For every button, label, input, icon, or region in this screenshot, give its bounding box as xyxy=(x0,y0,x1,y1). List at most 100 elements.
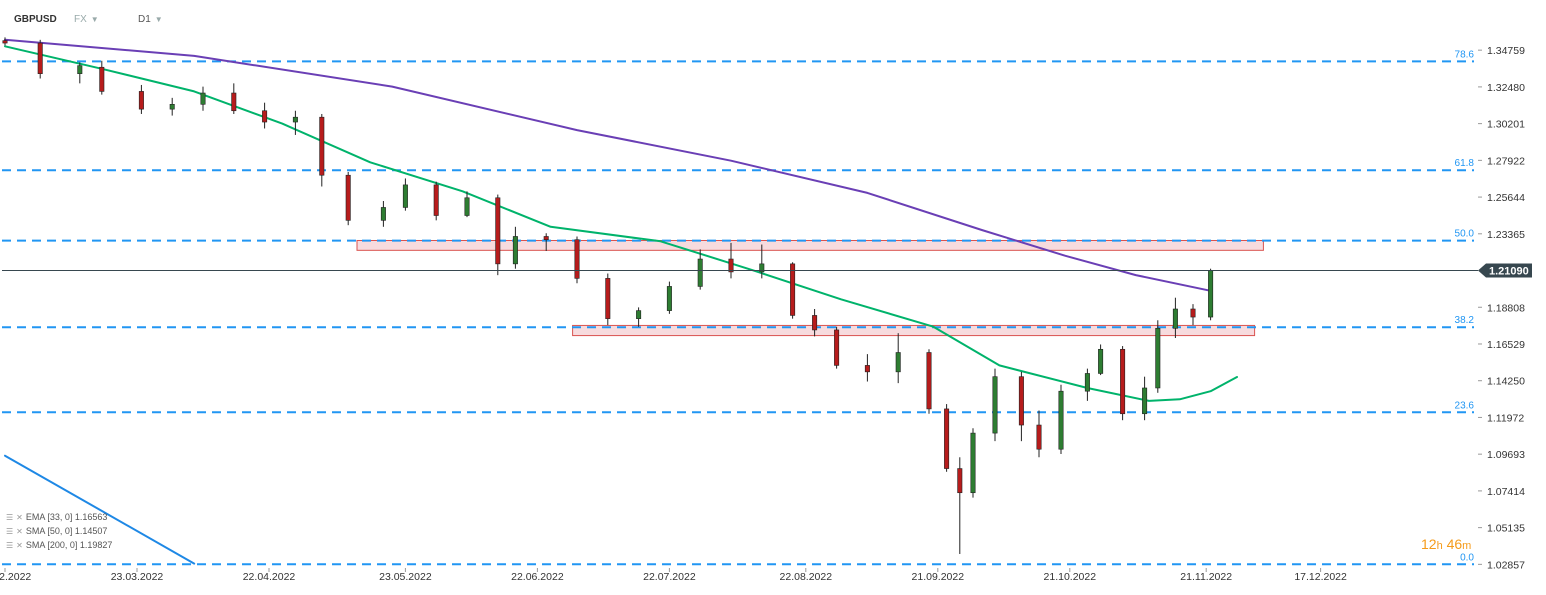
candle-body xyxy=(138,91,144,110)
candle[interactable] xyxy=(605,273,611,326)
resistance-zone[interactable] xyxy=(572,324,1256,337)
candle[interactable] xyxy=(697,249,703,290)
fib-level-label: 23.6 xyxy=(1455,400,1475,411)
candle[interactable] xyxy=(944,404,950,472)
candle[interactable] xyxy=(495,194,501,276)
y-tick-label: 1.18808 xyxy=(1487,302,1525,314)
candle[interactable] xyxy=(759,244,765,279)
ema-line xyxy=(4,45,1238,402)
candle-body xyxy=(1098,348,1104,374)
candle[interactable] xyxy=(169,97,175,116)
candle[interactable] xyxy=(1084,368,1090,401)
y-tick-label: 1.30201 xyxy=(1487,119,1525,131)
candle[interactable] xyxy=(464,191,470,218)
candle[interactable] xyxy=(1142,376,1148,421)
candle[interactable] xyxy=(345,171,351,226)
candle[interactable] xyxy=(666,281,672,314)
candle-body xyxy=(231,92,237,112)
candle-body xyxy=(433,184,439,216)
candle[interactable] xyxy=(895,333,901,384)
candle[interactable] xyxy=(433,181,439,221)
candle-body xyxy=(1155,328,1161,389)
candle[interactable] xyxy=(1036,410,1042,458)
candle-body xyxy=(957,468,963,494)
x-tick-label: 23.05.2022 xyxy=(379,571,432,583)
candle-body xyxy=(728,258,734,273)
candle[interactable] xyxy=(262,102,268,129)
symbol-label[interactable]: GBPUSD xyxy=(14,14,57,25)
candle[interactable] xyxy=(292,110,298,135)
candle[interactable] xyxy=(1058,384,1064,455)
candle[interactable] xyxy=(728,242,734,279)
x-tick-label: 22.07.2022 xyxy=(643,571,696,583)
candle[interactable] xyxy=(200,86,206,111)
candle[interactable] xyxy=(231,83,237,114)
candle-body xyxy=(1084,373,1090,392)
candle[interactable] xyxy=(970,428,976,498)
candle[interactable] xyxy=(2,37,8,46)
candle[interactable] xyxy=(790,262,796,319)
legend-label: SMA [50, 0] 1.14507 xyxy=(25,526,108,536)
legend-item-ema[interactable]: ☰ ✕ EMA [33, 0] 1.16563 xyxy=(6,512,107,522)
candle[interactable] xyxy=(636,307,642,327)
menu-icon[interactable]: ☰ xyxy=(6,513,14,522)
candle[interactable] xyxy=(512,226,518,269)
candle-body xyxy=(790,263,796,316)
close-icon[interactable]: ✕ xyxy=(16,513,23,522)
interval-selector[interactable]: D1 ▼ xyxy=(138,14,163,25)
candle[interactable] xyxy=(402,178,408,211)
candle-body xyxy=(636,310,642,319)
resistance-zone[interactable] xyxy=(356,239,1264,251)
candle[interactable] xyxy=(864,354,870,382)
timer-hours: 12 xyxy=(1421,536,1437,552)
candle[interactable] xyxy=(37,39,43,79)
candle[interactable] xyxy=(992,368,998,442)
candle[interactable] xyxy=(1172,297,1178,339)
candle-body xyxy=(464,197,470,216)
menu-icon[interactable]: ☰ xyxy=(6,527,14,536)
x-tick-label: 21.09.2022 xyxy=(912,571,965,583)
timer-minutes: 46 xyxy=(1446,536,1463,552)
candle[interactable] xyxy=(574,236,580,284)
candle[interactable] xyxy=(543,233,549,251)
candle-body xyxy=(1058,390,1064,450)
legend-item-sma200[interactable]: ☰ ✕ SMA [200, 0] 1.19827 xyxy=(6,540,112,550)
candle[interactable] xyxy=(812,308,818,337)
candle-body xyxy=(292,116,298,123)
candle-body xyxy=(812,315,818,331)
candle[interactable] xyxy=(1018,371,1024,442)
candle-timer: 12h 46m xyxy=(1421,536,1471,552)
menu-icon[interactable]: ☰ xyxy=(6,541,14,550)
fib-level-label: 38.2 xyxy=(1455,315,1475,326)
candle-body xyxy=(666,286,672,311)
x-tick-label: 22.08.2022 xyxy=(780,571,833,583)
candle[interactable] xyxy=(99,60,105,95)
close-icon[interactable]: ✕ xyxy=(16,527,23,536)
candle[interactable] xyxy=(1190,304,1196,326)
close-icon[interactable]: ✕ xyxy=(16,541,23,550)
candle-body xyxy=(169,104,175,110)
candle[interactable] xyxy=(319,113,325,187)
candle[interactable] xyxy=(1155,320,1161,393)
candle[interactable] xyxy=(957,457,963,554)
candle[interactable] xyxy=(834,326,840,369)
candle[interactable] xyxy=(1098,344,1104,376)
timer-minutes-unit: m xyxy=(1462,540,1472,552)
zones-layer xyxy=(356,239,1264,337)
candle[interactable] xyxy=(380,201,386,227)
market-selector[interactable]: FX ▼ xyxy=(74,14,99,25)
candle[interactable] xyxy=(77,62,83,84)
candle[interactable] xyxy=(138,84,144,114)
indicator-lines-layer xyxy=(4,38,1238,565)
candle-body xyxy=(1172,308,1178,329)
candle[interactable] xyxy=(1120,346,1126,421)
candle[interactable] xyxy=(1208,268,1214,321)
y-axis: 1.34759 1.32480 1.30201 1.27922 1.25644 1.233… xyxy=(1478,45,1525,571)
candle[interactable] xyxy=(926,349,932,414)
legend-item-sma50[interactable]: ☰ ✕ SMA [50, 0] 1.14507 xyxy=(6,526,107,536)
candle-body xyxy=(864,365,870,373)
timer-hours-unit: h xyxy=(1436,540,1443,552)
legend-label: EMA [33, 0] 1.16563 xyxy=(25,512,108,522)
